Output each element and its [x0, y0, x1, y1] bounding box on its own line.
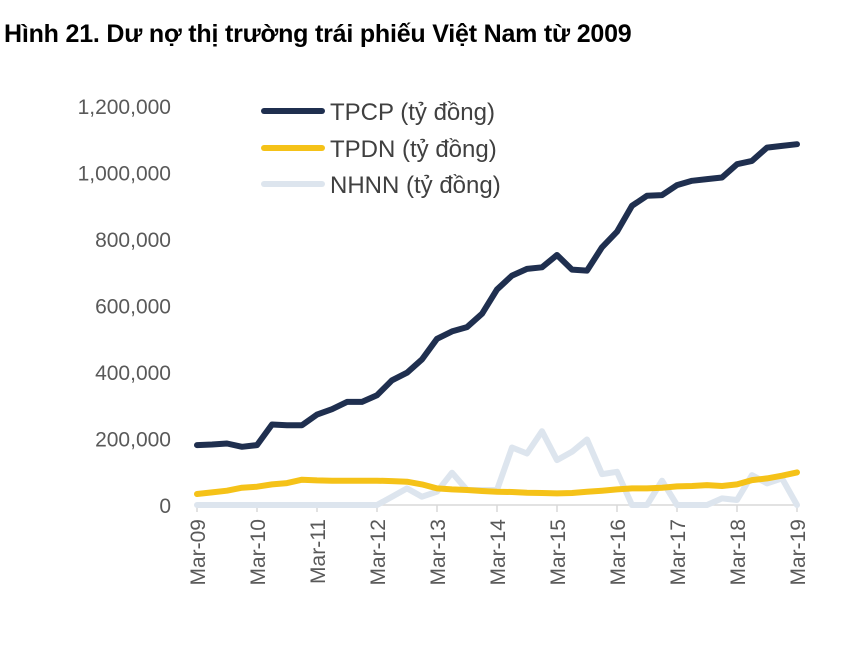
y-tick-label: 1,200,000: [78, 96, 171, 119]
x-tick-label: Mar-14: [487, 519, 510, 586]
series-layer: [194, 141, 800, 508]
y-tick-label: 0: [159, 495, 171, 518]
legend-label-tpdn: TPDN (tỷ đồng): [330, 136, 497, 163]
x-tick-label: Mar-10: [247, 519, 270, 586]
x-tick-label: Mar-13: [427, 519, 450, 586]
x-tick-label: Mar-11: [307, 519, 330, 584]
chart-title: Hình 21. Dư nợ thị trường trái phiếu Việ…: [4, 20, 632, 48]
y-tick-label: 200,000: [95, 429, 171, 452]
x-tick-label: Mar-12: [367, 519, 390, 586]
x-tick-label: Mar-18: [727, 519, 750, 586]
x-tick-label: Mar-17: [667, 519, 690, 586]
x-tick-label: Mar-19: [787, 519, 810, 586]
y-tick-label: 800,000: [95, 229, 171, 252]
x-tick-label: Mar-16: [607, 519, 630, 586]
y-tick-label: 400,000: [95, 362, 171, 385]
legend: TPCP (tỷ đồng) TPDN (tỷ đồng) NHNN (tỷ đồn…: [261, 99, 501, 199]
legend-label-tpcp: TPCP (tỷ đồng): [330, 99, 495, 126]
x-axis: Mar-09 Mar-10 Mar-11 Mar-12 Mar-13 Mar-14 Mar-…: [187, 504, 810, 586]
legend-label-nhnn: NHNN (tỷ đồng): [330, 172, 501, 199]
series-line-tpdn: [194, 469, 800, 497]
series-line-tpcp: [194, 141, 800, 450]
y-tick-label: 600,000: [95, 296, 171, 319]
x-tick-label: Mar-09: [187, 519, 210, 586]
x-tick-label: Mar-15: [547, 519, 570, 586]
y-tick-label: 1,000,000: [78, 163, 171, 186]
y-axis: 0 200,000 400,000 600,000 800,000 1,000,000 1,…: [78, 96, 171, 518]
